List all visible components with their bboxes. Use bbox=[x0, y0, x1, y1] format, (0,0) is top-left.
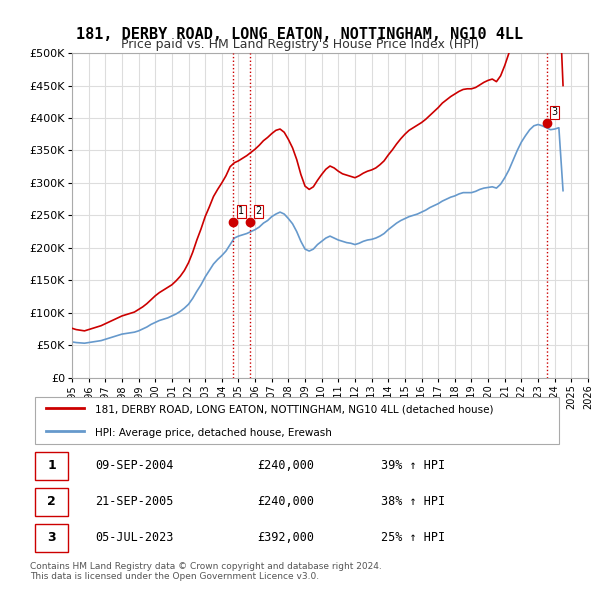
Text: £392,000: £392,000 bbox=[257, 532, 314, 545]
Text: 09-SEP-2004: 09-SEP-2004 bbox=[95, 460, 173, 473]
Text: 3: 3 bbox=[47, 532, 56, 545]
FancyBboxPatch shape bbox=[35, 397, 559, 444]
FancyBboxPatch shape bbox=[35, 452, 68, 480]
FancyBboxPatch shape bbox=[35, 524, 68, 552]
Text: 2: 2 bbox=[256, 206, 262, 216]
FancyBboxPatch shape bbox=[35, 488, 68, 516]
Text: 2: 2 bbox=[47, 496, 56, 509]
Text: 38% ↑ HPI: 38% ↑ HPI bbox=[381, 496, 445, 509]
Text: 1: 1 bbox=[47, 460, 56, 473]
Text: Price paid vs. HM Land Registry's House Price Index (HPI): Price paid vs. HM Land Registry's House … bbox=[121, 38, 479, 51]
Text: 25% ↑ HPI: 25% ↑ HPI bbox=[381, 532, 445, 545]
Text: 181, DERBY ROAD, LONG EATON, NOTTINGHAM, NG10 4LL (detached house): 181, DERBY ROAD, LONG EATON, NOTTINGHAM,… bbox=[95, 404, 493, 414]
Text: 21-SEP-2005: 21-SEP-2005 bbox=[95, 496, 173, 509]
Text: 05-JUL-2023: 05-JUL-2023 bbox=[95, 532, 173, 545]
Text: £240,000: £240,000 bbox=[257, 496, 314, 509]
Text: 39% ↑ HPI: 39% ↑ HPI bbox=[381, 460, 445, 473]
Text: HPI: Average price, detached house, Erewash: HPI: Average price, detached house, Erew… bbox=[95, 428, 332, 438]
Text: Contains HM Land Registry data © Crown copyright and database right 2024.: Contains HM Land Registry data © Crown c… bbox=[30, 562, 382, 571]
Text: 181, DERBY ROAD, LONG EATON, NOTTINGHAM, NG10 4LL: 181, DERBY ROAD, LONG EATON, NOTTINGHAM,… bbox=[76, 27, 524, 41]
Text: 3: 3 bbox=[551, 107, 557, 117]
Text: 1: 1 bbox=[238, 206, 244, 216]
Text: This data is licensed under the Open Government Licence v3.0.: This data is licensed under the Open Gov… bbox=[30, 572, 319, 581]
Text: £240,000: £240,000 bbox=[257, 460, 314, 473]
